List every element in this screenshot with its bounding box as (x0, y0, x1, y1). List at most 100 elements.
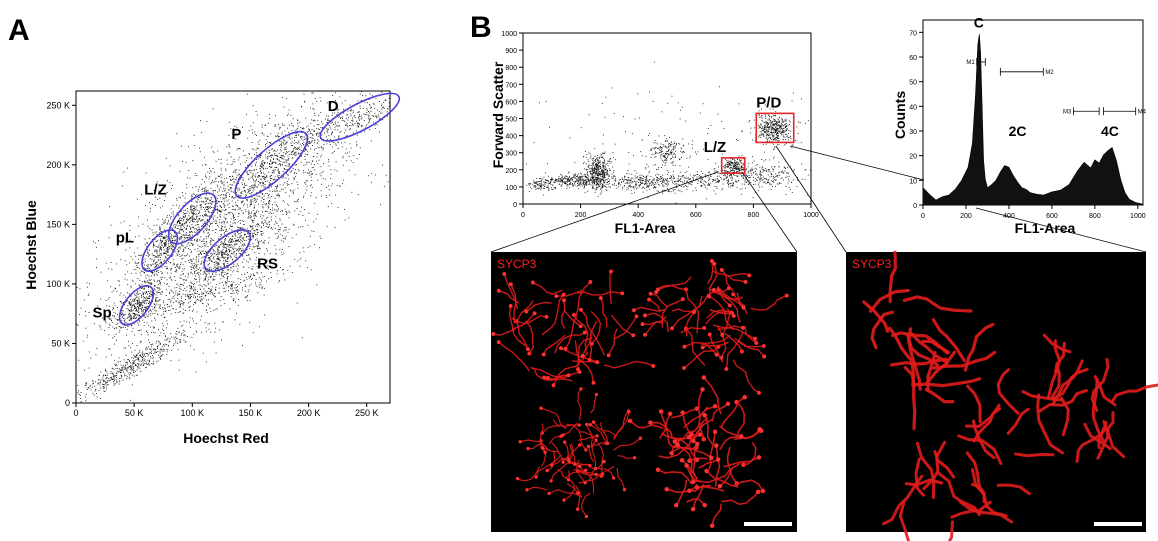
event-dot (165, 235, 167, 237)
event-dot (251, 268, 253, 269)
event-dot (197, 190, 199, 192)
event-dot (301, 138, 302, 140)
event-dot (191, 224, 193, 225)
event-dot (189, 231, 190, 233)
event-dot (244, 209, 246, 211)
event-dot (302, 85, 303, 86)
event-dot (237, 263, 238, 265)
event-dot (279, 219, 281, 221)
event-dot (225, 260, 227, 262)
event-dot (236, 128, 238, 130)
event-dot (272, 212, 274, 214)
event-dot (310, 136, 311, 138)
event-dot (224, 187, 226, 189)
event-dot (314, 203, 316, 205)
event-dot (375, 174, 377, 176)
event-dot (251, 148, 253, 150)
event-dot (225, 261, 227, 262)
event-dot (182, 251, 184, 253)
event-dot (200, 204, 202, 206)
event-dot (269, 163, 270, 164)
event-dot (167, 337, 169, 339)
event-dot (152, 263, 154, 265)
event-dot (186, 286, 188, 288)
event-dot (261, 218, 263, 220)
event-dot (159, 335, 161, 337)
event-dot (98, 389, 100, 391)
event-dot (158, 354, 159, 356)
event-dot (262, 207, 264, 209)
event-dot (189, 259, 191, 261)
event-dot (157, 274, 159, 276)
event-dot (334, 126, 336, 128)
event-dot (201, 188, 203, 190)
event-dot (137, 300, 138, 302)
event-dot (311, 129, 313, 130)
event-dot (314, 244, 316, 245)
event-dot (272, 191, 273, 192)
event-dot (109, 348, 111, 350)
event-dot (266, 268, 268, 270)
event-dot (146, 255, 148, 257)
event-dot (201, 299, 203, 300)
event-dot (209, 293, 211, 295)
event-dot (198, 229, 200, 231)
event-dot (146, 243, 148, 244)
event-dot (110, 379, 111, 381)
event-dot (262, 241, 264, 243)
event-dot (137, 352, 139, 354)
event-dot (232, 247, 234, 249)
event-dot (180, 264, 182, 265)
event-dot (152, 272, 154, 274)
event-dot (144, 243, 146, 245)
event-dot (281, 223, 283, 225)
event-dot (76, 287, 78, 288)
event-dot (154, 309, 156, 311)
event-dot (219, 230, 221, 231)
event-dot (231, 184, 233, 186)
event-dot (320, 127, 322, 129)
event-dot (358, 126, 359, 128)
event-dot (107, 380, 109, 382)
event-dot (184, 222, 185, 224)
event-dot (209, 290, 211, 292)
event-dot (209, 258, 211, 260)
event-dot (261, 280, 262, 282)
event-dot (84, 396, 86, 398)
event-dot (238, 278, 240, 279)
event-dot (202, 240, 204, 242)
event-dot (190, 286, 192, 288)
event-dot (106, 371, 108, 373)
event-dot (106, 384, 108, 386)
event-dot (190, 281, 191, 283)
event-dot (193, 290, 195, 292)
event-dot (157, 346, 158, 348)
event-dot (202, 250, 204, 252)
event-dot (330, 173, 332, 175)
event-dot (309, 235, 311, 237)
event-dot (123, 371, 125, 373)
event-dot (131, 319, 133, 321)
event-dot (258, 156, 260, 158)
event-dot (233, 300, 234, 302)
event-dot (231, 197, 233, 199)
event-dot (238, 265, 240, 267)
event-dot (289, 124, 290, 126)
event-dot (215, 221, 217, 223)
event-dot (187, 220, 188, 222)
event-dot (234, 179, 236, 180)
event-dot (280, 165, 281, 167)
event-dot (246, 236, 247, 237)
event-dot (209, 167, 210, 169)
event-dot (228, 202, 230, 204)
event-dot (159, 240, 161, 242)
event-dot (205, 200, 207, 202)
event-dot (328, 135, 330, 136)
event-dot (260, 166, 262, 167)
event-dot (150, 271, 152, 273)
event-dot (186, 187, 188, 189)
event-dot (135, 370, 136, 372)
event-dot (313, 156, 315, 157)
event-dot (275, 166, 277, 168)
event-dot (239, 228, 241, 230)
